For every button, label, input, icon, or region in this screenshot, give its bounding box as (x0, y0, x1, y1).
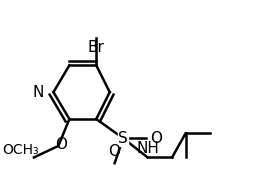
Text: Br: Br (88, 40, 105, 55)
Text: NH: NH (136, 141, 159, 156)
Text: S: S (118, 131, 128, 146)
Text: OCH₃: OCH₃ (2, 143, 39, 157)
Text: O: O (109, 144, 121, 159)
Text: O: O (150, 131, 162, 146)
Text: N: N (32, 85, 44, 100)
Text: O: O (55, 137, 67, 152)
